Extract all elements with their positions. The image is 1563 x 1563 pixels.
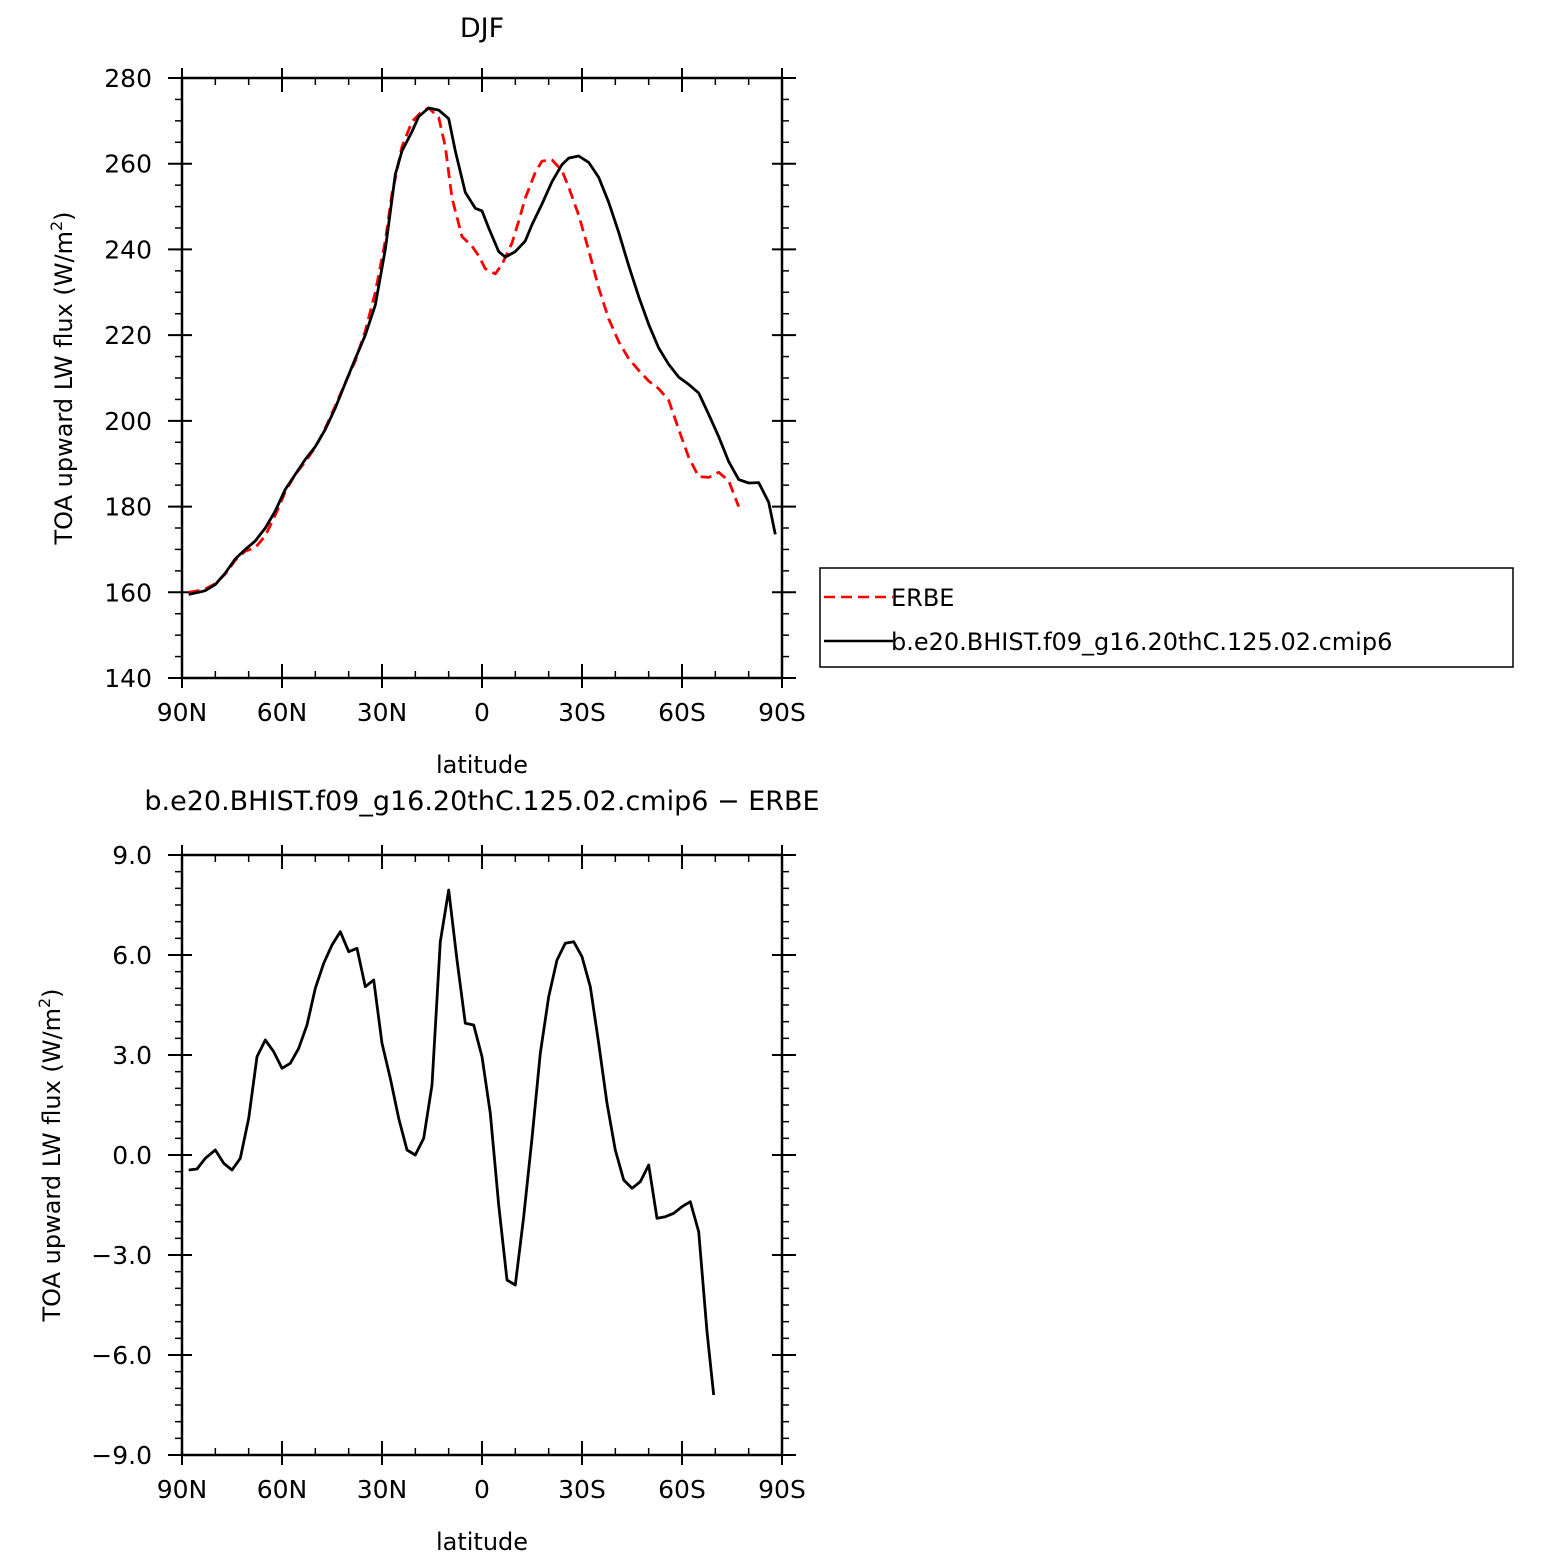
x-tick-label: 30S xyxy=(558,698,606,727)
difference-panel: b.e20.BHIST.f09_g16.20thC.125.02.cmip6 −… xyxy=(35,786,820,1556)
y-tick-label: 9.0 xyxy=(112,841,152,870)
x-axis-label: latitude xyxy=(436,1528,528,1556)
y-axis-label: TOA upward LW flux (W/m2) xyxy=(35,988,66,1322)
x-tick-label: 90S xyxy=(758,1475,806,1504)
y-tick-label: 200 xyxy=(104,407,152,436)
plot-lines xyxy=(188,106,777,596)
legend: ERBE b.e20.BHIST.f09_g16.20thC.125.02.cm… xyxy=(819,567,1514,668)
x-tick-label: 90S xyxy=(758,698,806,727)
x-axis-label: latitude xyxy=(436,751,528,779)
x-tick-label: 30N xyxy=(357,698,408,727)
legend-label-erbe: ERBE xyxy=(891,584,954,612)
x-tick-label: 60N xyxy=(257,698,308,727)
y-tick-label: 6.0 xyxy=(112,941,152,970)
x-tick-label: 60S xyxy=(658,698,706,727)
x-tick-label: 0 xyxy=(474,1475,490,1504)
y-tick-label: 3.0 xyxy=(112,1041,152,1070)
chart-title: DJF xyxy=(460,13,504,44)
axis-ticks xyxy=(168,68,796,688)
y-tick-label: 180 xyxy=(104,493,152,522)
x-tick-label: 30S xyxy=(558,1475,606,1504)
y-tick-label: 240 xyxy=(104,235,152,264)
series-line-1 xyxy=(188,888,716,1396)
series-line-2 xyxy=(188,106,777,596)
y-tick-label: 220 xyxy=(104,321,152,350)
y-tick-label: 0.0 xyxy=(112,1141,152,1170)
x-tick-label: 30N xyxy=(357,1475,408,1504)
y-tick-label: 160 xyxy=(104,578,152,607)
tick-labels: 90N 60N 30N 0 30S 60S 90S 9.0 6.0 3.0 0.0 −3.0 −6.0 −… xyxy=(91,841,806,1504)
y-tick-label: 140 xyxy=(104,664,152,693)
climatology-panel: DJF 90N 60N 30N 0 30S 60S 90S 280 260 240 220 200 18… xyxy=(47,13,1514,779)
plot-lines xyxy=(188,888,716,1396)
x-tick-label: 0 xyxy=(474,698,490,727)
y-tick-label: 280 xyxy=(104,64,152,93)
x-tick-label: 60N xyxy=(257,1475,308,1504)
y-axis-label: TOA upward LW flux (W/m2) xyxy=(47,211,78,545)
legend-box xyxy=(819,567,1514,668)
x-tick-label: 90N xyxy=(157,1475,208,1504)
y-tick-label: −9.0 xyxy=(91,1441,152,1470)
chart-title: b.e20.BHIST.f09_g16.20thC.125.02.cmip6 −… xyxy=(144,786,819,817)
y-tick-label: −3.0 xyxy=(91,1241,152,1270)
plot-frame xyxy=(180,76,784,680)
axis-ticks xyxy=(168,845,796,1465)
x-tick-label: 60S xyxy=(658,1475,706,1504)
y-tick-label: 260 xyxy=(104,150,152,179)
tick-labels: 90N 60N 30N 0 30S 60S 90S 280 260 240 220 200 180 160… xyxy=(104,64,806,727)
y-tick-label: −6.0 xyxy=(91,1341,152,1370)
x-tick-label: 90N xyxy=(157,698,208,727)
legend-label-model: b.e20.BHIST.f09_g16.20thC.125.02.cmip6 xyxy=(891,628,1392,656)
plot-frame xyxy=(180,853,784,1457)
